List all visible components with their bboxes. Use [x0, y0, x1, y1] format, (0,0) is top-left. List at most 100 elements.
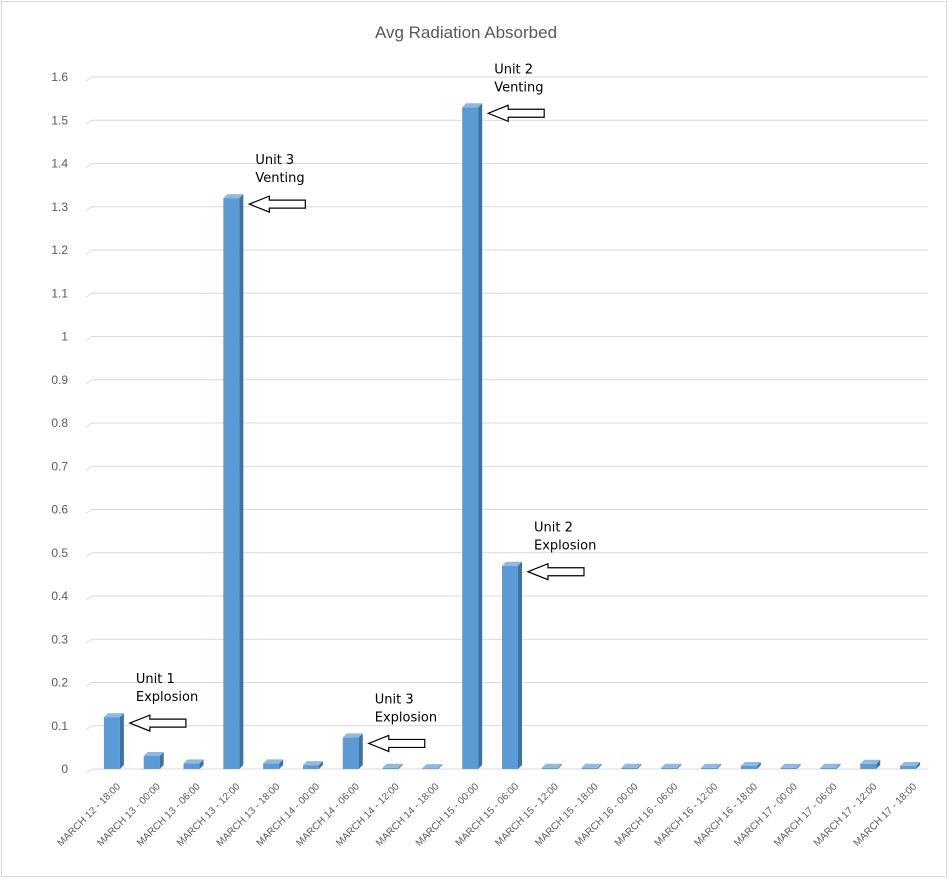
y-tick-label: 0.9 — [51, 373, 68, 387]
bar — [661, 763, 682, 769]
arrow-left-icon — [247, 195, 306, 213]
y-tick-label: 0.6 — [51, 503, 68, 517]
bar — [143, 752, 164, 769]
bar — [183, 759, 204, 769]
gridline-depth — [85, 509, 93, 514]
bar — [900, 761, 921, 769]
bar-top — [900, 761, 921, 766]
y-tick-label: 1.2 — [51, 243, 68, 257]
bar-face — [422, 768, 439, 769]
annotation-text: Unit 3 — [375, 692, 414, 707]
bar-face — [103, 717, 120, 769]
bar-face — [621, 767, 638, 769]
bar-side — [796, 763, 801, 769]
bar — [621, 763, 642, 769]
annotation-text: Unit 1 — [136, 672, 175, 687]
bar-face — [462, 107, 479, 769]
bar-top — [422, 764, 443, 769]
bar — [740, 761, 761, 769]
bars — [103, 103, 921, 770]
gridline-depth — [85, 682, 93, 687]
bar-side — [756, 761, 761, 769]
bar-side — [836, 763, 841, 769]
bar-side — [358, 733, 363, 769]
bar-top — [541, 763, 562, 768]
annotation-text: Unit 3 — [255, 153, 294, 168]
gridline-depth — [85, 379, 93, 385]
gridline-depth — [85, 768, 93, 774]
bar — [342, 733, 363, 769]
bar-top — [382, 763, 403, 768]
bar-top — [462, 103, 483, 108]
bar-side — [597, 763, 602, 769]
bar-top — [581, 763, 602, 768]
annotation: Unit 2 Explosion — [526, 521, 596, 581]
bar-top — [263, 759, 284, 764]
annotation-text: Venting — [494, 80, 543, 95]
bar — [422, 764, 443, 769]
gridline-depth — [85, 422, 93, 428]
annotation-text: Unit 2 — [494, 62, 533, 77]
annotations: Unit 1 Explosion Unit 3 Venting Unit 3 Explos… — [128, 62, 596, 753]
y-tick-label: 1.1 — [51, 286, 68, 300]
bar-face — [382, 767, 399, 769]
bar-top — [302, 761, 323, 766]
bar — [502, 561, 522, 769]
bar-top — [820, 763, 841, 768]
y-tick-label: 1.4 — [51, 157, 68, 171]
bar-side — [199, 759, 204, 769]
bar-face — [820, 767, 837, 769]
bar — [780, 763, 801, 769]
bar-side — [438, 764, 443, 769]
bar-side — [478, 103, 483, 769]
gridline-depth — [85, 725, 93, 731]
bar-side — [677, 763, 682, 769]
bar — [701, 763, 722, 769]
annotation: Unit 3 Explosion — [367, 692, 437, 753]
bar — [302, 761, 323, 769]
bar-face — [900, 765, 917, 769]
gridline-depth — [85, 292, 93, 298]
bar — [541, 763, 562, 769]
bar-face — [581, 767, 598, 769]
bar-face — [701, 767, 718, 769]
bar-top — [780, 763, 801, 768]
bar-top — [103, 713, 124, 718]
gridline-depth — [85, 163, 93, 168]
arrow-left-icon — [486, 104, 545, 123]
gridline-depth — [85, 76, 93, 82]
bar — [263, 759, 284, 769]
annotation-text: Explosion — [534, 539, 596, 554]
bar-face — [661, 767, 678, 769]
annotation-text: Unit 2 — [534, 521, 573, 536]
chart-title: Avg Radiation Absorbed — [375, 23, 557, 42]
gridline-depth — [85, 336, 93, 341]
y-tick-label: 0.1 — [51, 719, 68, 733]
bar — [462, 103, 483, 769]
annotation-text: Venting — [255, 171, 304, 186]
y-tick-label: 0.3 — [51, 632, 68, 646]
annotation-text: Explosion — [136, 690, 198, 705]
y-tick-label: 0.2 — [51, 676, 68, 690]
bar-face — [502, 565, 518, 769]
y-tick-label: 0 — [61, 762, 68, 776]
bar-side — [557, 763, 562, 769]
arrow-left-icon — [526, 562, 585, 581]
y-tick-label: 1.6 — [51, 70, 68, 84]
annotation: Unit 1 Explosion — [128, 672, 198, 732]
bar-face — [860, 763, 877, 769]
bar — [223, 194, 244, 770]
annotation: Unit 2 Venting — [486, 62, 545, 123]
bar-side — [916, 761, 921, 769]
bar-top — [701, 763, 722, 768]
bar — [820, 763, 841, 769]
bar-face — [740, 765, 757, 769]
annotation-text: Explosion — [375, 710, 437, 725]
y-tick-label: 0.7 — [51, 459, 68, 473]
bar-top — [342, 733, 363, 738]
bar-top — [740, 761, 761, 766]
bar-face — [342, 737, 359, 769]
gridline-depth — [85, 552, 93, 558]
